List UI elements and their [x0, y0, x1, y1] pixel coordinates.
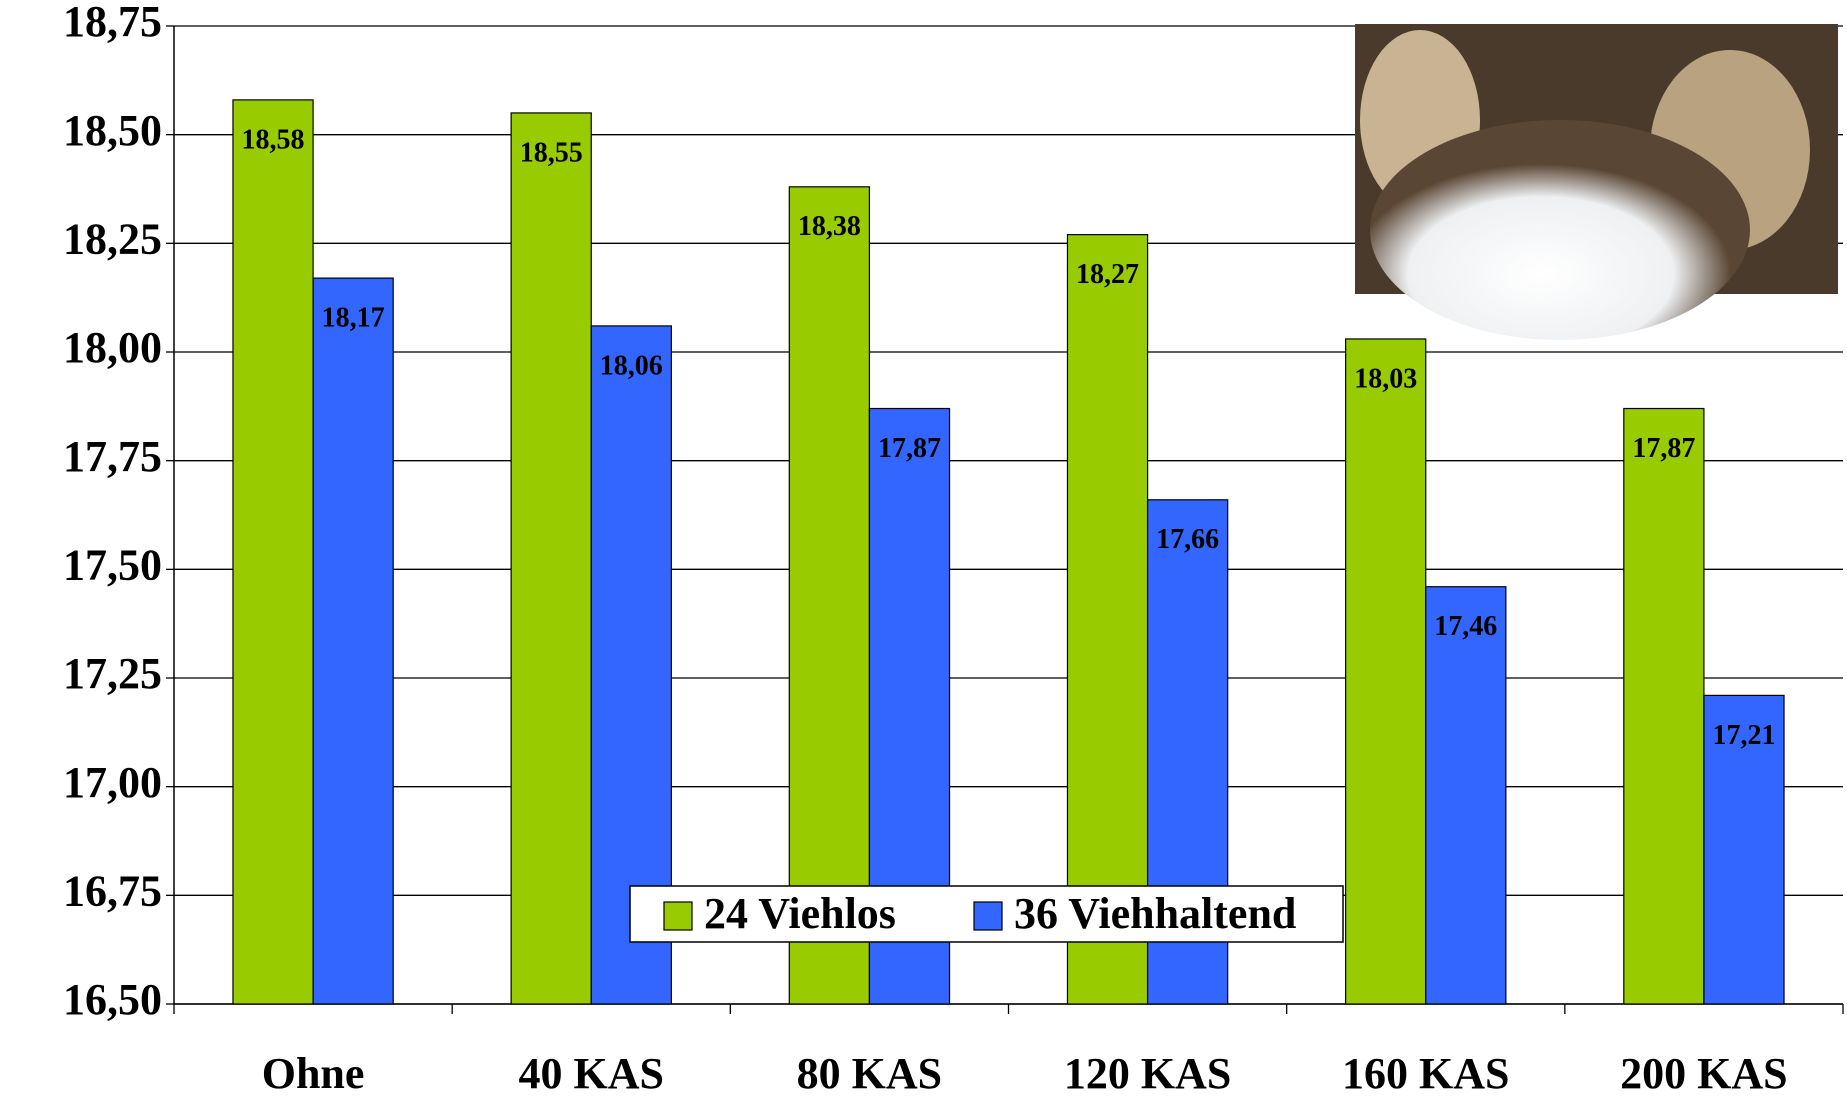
- y-tick-label: 16,50: [63, 975, 162, 1024]
- y-tick-label: 17,50: [63, 540, 162, 589]
- bar: [232, 99, 314, 1005]
- bar: [1066, 234, 1149, 1005]
- value-label: 18,27: [1076, 259, 1139, 290]
- value-label: 17,87: [1632, 433, 1695, 464]
- value-label: 18,55: [520, 137, 583, 168]
- value-label: 17,66: [1156, 524, 1219, 555]
- bar: [1623, 407, 1705, 1005]
- legend: 24 Viehlos 36 Viehhaltend: [629, 885, 1344, 943]
- x-tick-label: Ohne: [262, 1049, 365, 1098]
- y-tick-label: 18,00: [63, 323, 162, 372]
- y-tick-label: 18,75: [63, 0, 162, 46]
- y-tick-label: 18,25: [63, 214, 162, 263]
- legend-swatch: [663, 901, 693, 931]
- bar: [1425, 586, 1507, 1005]
- bar: [1703, 694, 1785, 1005]
- value-label: 18,03: [1354, 363, 1417, 394]
- x-tick-label: 120 KAS: [1064, 1049, 1231, 1098]
- y-tick-label: 17,00: [63, 758, 162, 807]
- y-tick-label: 16,75: [63, 866, 162, 915]
- value-label: 18,06: [600, 350, 663, 381]
- bar: [788, 186, 871, 1005]
- legend-swatch: [973, 901, 1003, 931]
- value-label: 18,17: [322, 303, 385, 334]
- value-label: 18,58: [242, 124, 305, 155]
- x-tick-label: 200 KAS: [1620, 1049, 1787, 1098]
- value-label: 18,38: [798, 211, 861, 242]
- x-tick-label: 80 KAS: [797, 1049, 942, 1098]
- y-tick-label: 17,75: [63, 432, 162, 481]
- value-label: 17,46: [1434, 611, 1497, 642]
- y-tick-label: 18,50: [63, 106, 162, 155]
- bar: [1345, 338, 1427, 1005]
- x-tick-label: 40 KAS: [519, 1049, 664, 1098]
- value-label: 17,21: [1712, 720, 1775, 751]
- legend-label: 24 Viehlos: [704, 889, 896, 938]
- x-tick-label: 160 KAS: [1342, 1049, 1509, 1098]
- bar: [312, 277, 394, 1005]
- y-tick-label: 17,25: [63, 649, 162, 698]
- photo: [1355, 24, 1838, 340]
- legend-label: 36 Viehhaltend: [1014, 889, 1296, 938]
- bar: [510, 112, 592, 1005]
- value-label: 17,87: [878, 433, 941, 464]
